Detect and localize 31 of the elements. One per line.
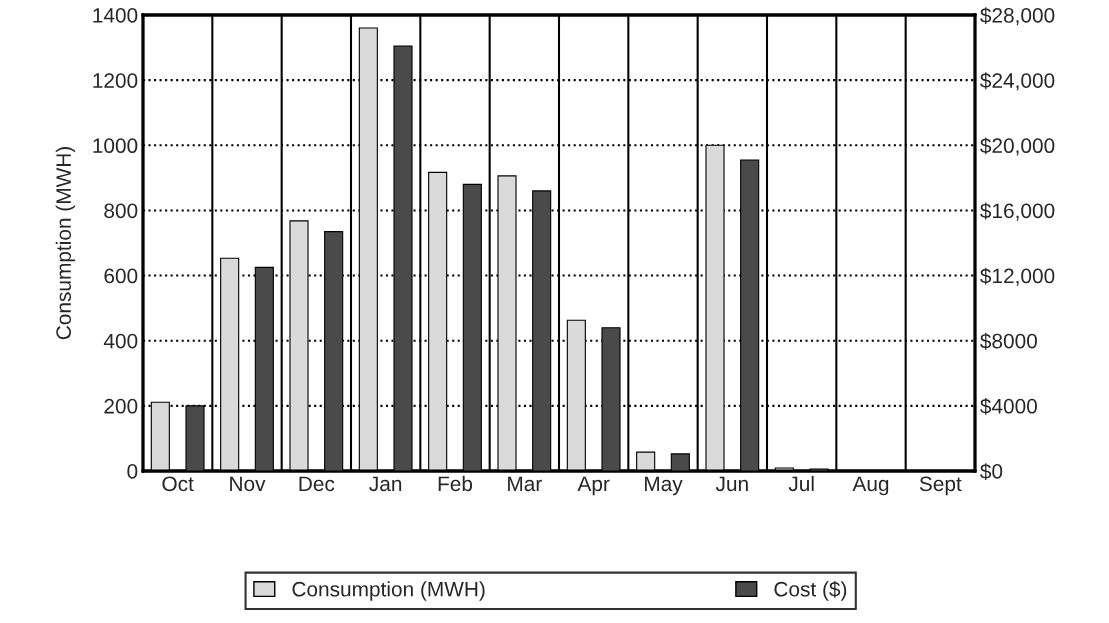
x-tick-label: May bbox=[645, 476, 683, 496]
y2-tick-label: $24,000 bbox=[980, 72, 1055, 91]
x-tick-label: Oct bbox=[162, 476, 194, 492]
x-tick-label: Apr bbox=[577, 476, 610, 496]
legend-label: Cost ($) bbox=[774, 580, 847, 601]
y2-tick-label: $0 bbox=[980, 463, 1003, 480]
x-tick-label: Sept bbox=[919, 476, 962, 496]
y2-tick-label: $8000 bbox=[980, 332, 1037, 350]
x-tick-label: Jan bbox=[369, 476, 402, 492]
y2-tick-label: $4000 bbox=[980, 397, 1037, 415]
y-tick-label: 0 bbox=[127, 464, 138, 479]
y2-tick-label: $16,000 bbox=[980, 202, 1055, 221]
x-tick-label: Feb bbox=[438, 475, 473, 492]
x-tick-label: Nov bbox=[230, 476, 266, 492]
y-tick-label: 1400 bbox=[93, 8, 138, 23]
legend-label: Consumption (MWH) bbox=[292, 581, 485, 601]
y-tick-label: 200 bbox=[104, 398, 138, 414]
y-tick-label: 1200 bbox=[93, 73, 138, 88]
x-tick-label: Jun bbox=[715, 476, 748, 492]
y-tick-label: 600 bbox=[104, 268, 138, 284]
y-tick-label: 400 bbox=[103, 333, 138, 349]
y-tick-label: 1000 bbox=[93, 138, 138, 154]
x-tick-label: Mar bbox=[508, 476, 542, 492]
y-tick-label: 800 bbox=[104, 203, 138, 219]
y2-tick-label: $12,000 bbox=[980, 267, 1055, 286]
y2-tick-label: $28,000 bbox=[980, 7, 1055, 26]
y-axis-title: Consumption (MWH) bbox=[55, 147, 76, 340]
y2-tick-label: $20,000 bbox=[980, 137, 1055, 156]
x-tick-label: Jul bbox=[788, 475, 814, 492]
x-tick-label: Dec bbox=[299, 476, 335, 492]
x-tick-label: Aug bbox=[852, 476, 889, 496]
